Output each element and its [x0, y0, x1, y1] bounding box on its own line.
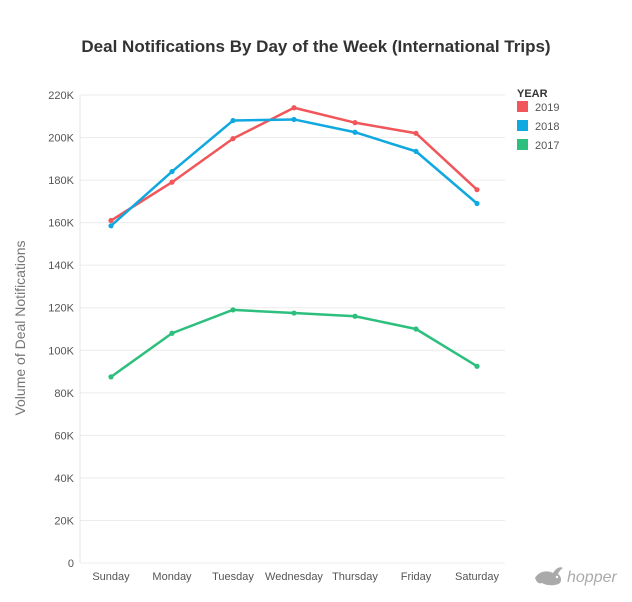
chart-title: Deal Notifications By Day of the Week (I…	[81, 37, 550, 56]
series-2017	[108, 307, 480, 380]
series-lines	[108, 105, 480, 380]
data-point	[352, 129, 358, 135]
y-tick-label: 220K	[48, 90, 74, 102]
data-point	[474, 363, 480, 369]
y-tick-label: 60K	[54, 430, 74, 442]
legend-swatch	[517, 101, 528, 112]
data-point	[108, 217, 114, 224]
y-tick-label: 80K	[54, 388, 74, 400]
legend-items: 2019 2018 2017	[517, 101, 559, 152]
x-tick-label: Monday	[152, 571, 192, 583]
data-point	[413, 326, 419, 332]
series-line	[109, 118, 479, 228]
data-point	[230, 136, 236, 142]
y-tick-label: 180K	[48, 175, 74, 187]
series-line	[109, 308, 479, 379]
data-point	[169, 179, 175, 185]
data-point	[169, 330, 175, 336]
data-point	[474, 200, 480, 207]
y-tick-label: 200K	[48, 133, 74, 145]
brand-name: hopper	[567, 569, 617, 586]
y-tick-label: 140K	[48, 260, 74, 272]
x-axis-ticks: Sunday Monday Tuesday Wednesday Thursday Frid…	[92, 571, 499, 583]
data-point	[291, 310, 297, 316]
data-point	[413, 148, 419, 154]
y-axis-ticks: 0 20K 40K 60K 80K 100K 120K 140K 160K 180K 200K 220…	[48, 90, 74, 570]
y-tick-label: 40K	[54, 473, 74, 485]
legend-title: YEAR	[517, 88, 548, 100]
x-tick-label: Saturday	[455, 571, 500, 583]
hopper-bunny-icon	[535, 567, 563, 586]
legend-label: 2019	[535, 102, 559, 114]
legend-item: 2018	[517, 120, 559, 133]
x-tick-label: Sunday	[92, 571, 130, 583]
data-point	[413, 130, 419, 136]
y-axis-title: Volume of Deal Notifications	[12, 240, 28, 415]
data-point	[352, 313, 358, 319]
series-2018	[108, 116, 480, 229]
y-tick-label: 20K	[54, 515, 74, 527]
x-tick-label: Friday	[401, 571, 432, 583]
data-point	[474, 187, 480, 193]
y-tick-label: 100K	[48, 345, 74, 357]
data-point	[291, 116, 297, 123]
data-point	[352, 120, 358, 126]
x-tick-label: Thursday	[332, 571, 378, 583]
y-tick-label: 120K	[48, 303, 74, 315]
data-point	[108, 374, 114, 380]
x-tick-label: Tuesday	[212, 571, 254, 583]
data-point	[169, 168, 175, 175]
data-point	[291, 105, 297, 111]
data-point	[108, 223, 114, 229]
grid-lines	[79, 94, 505, 564]
legend-label: 2018	[535, 121, 559, 133]
x-tick-label: Wednesday	[265, 571, 323, 583]
legend: YEAR 2019 2018 2017	[517, 88, 559, 152]
legend-item: 2017	[517, 139, 559, 152]
legend-swatch	[517, 120, 528, 131]
legend-label: 2017	[535, 140, 559, 152]
legend-swatch	[517, 139, 528, 150]
brand-logo: hopper	[535, 567, 617, 586]
data-point	[230, 307, 236, 313]
y-tick-label: 160K	[48, 218, 74, 230]
series-line	[109, 106, 479, 222]
data-point	[230, 117, 236, 124]
series-2019	[108, 105, 480, 224]
y-tick-label: 0	[68, 558, 74, 570]
legend-item: 2019	[517, 101, 559, 114]
